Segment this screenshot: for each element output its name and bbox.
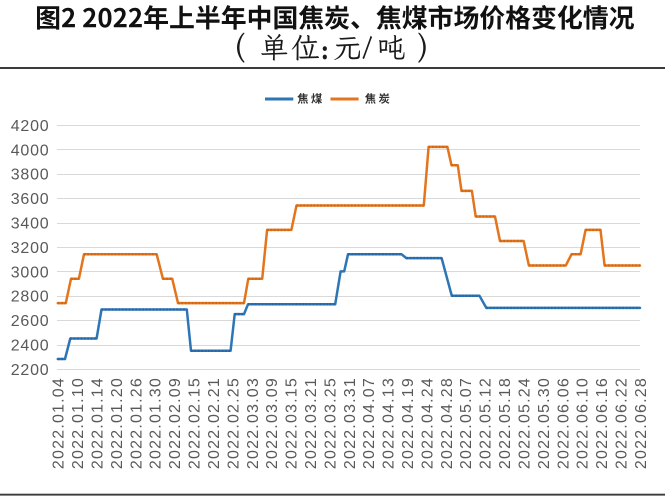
svg-text:4000: 4000	[11, 142, 50, 159]
svg-text:2022.04.28: 2022.04.28	[439, 377, 456, 469]
svg-text:2022.06.10: 2022.06.10	[575, 377, 592, 469]
svg-text:2022.01.30: 2022.01.30	[148, 377, 165, 469]
svg-text:2022.04.19: 2022.04.19	[400, 377, 417, 469]
svg-text:3400: 3400	[11, 216, 50, 233]
svg-text:3000: 3000	[11, 264, 50, 281]
svg-text:2022.03.15: 2022.03.15	[284, 377, 301, 469]
svg-text:2022.02.25: 2022.02.25	[225, 377, 242, 469]
svg-text:3200: 3200	[11, 240, 50, 257]
svg-text:2022.03.21: 2022.03.21	[303, 377, 320, 469]
svg-text:2022.02.21: 2022.02.21	[206, 377, 223, 469]
svg-text:2022.06.06: 2022.06.06	[555, 377, 572, 469]
svg-text:2022.04.24: 2022.04.24	[419, 377, 436, 469]
svg-text:2200: 2200	[11, 362, 50, 379]
svg-text:2022.06.28: 2022.06.28	[633, 377, 650, 469]
svg-text:2022.06.22: 2022.06.22	[613, 377, 630, 469]
svg-text:2022.01.26: 2022.01.26	[128, 377, 145, 469]
svg-text:2022.03.09: 2022.03.09	[264, 377, 281, 469]
svg-text:2022.03.31: 2022.03.31	[342, 377, 359, 469]
svg-text:2022.05.12: 2022.05.12	[478, 377, 495, 469]
svg-text:2022.05.30: 2022.05.30	[536, 377, 553, 469]
svg-text:2022.04.13: 2022.04.13	[381, 377, 398, 469]
svg-text:2022.02.09: 2022.02.09	[167, 377, 184, 469]
svg-text:2022.04.07: 2022.04.07	[361, 377, 378, 469]
svg-text:2022.03.25: 2022.03.25	[322, 377, 339, 469]
svg-text:2800: 2800	[11, 289, 50, 306]
svg-text:2022.01.04: 2022.01.04	[51, 377, 68, 469]
svg-text:2022.05.18: 2022.05.18	[497, 377, 514, 469]
svg-text:2022.06.16: 2022.06.16	[594, 377, 611, 469]
svg-text:2022.01.10: 2022.01.10	[70, 377, 87, 469]
svg-text:2022.01.14: 2022.01.14	[90, 377, 107, 469]
svg-text:2022.03.03: 2022.03.03	[245, 377, 262, 469]
svg-text:4200: 4200	[11, 118, 50, 135]
svg-text:2022.05.24: 2022.05.24	[516, 377, 533, 469]
svg-text:2022.01.20: 2022.01.20	[109, 377, 126, 469]
svg-text:2400: 2400	[11, 338, 50, 355]
svg-text:2600: 2600	[11, 313, 50, 330]
svg-text:3800: 3800	[11, 167, 50, 184]
svg-text:2022.05.07: 2022.05.07	[458, 377, 475, 469]
svg-text:2022.02.15: 2022.02.15	[187, 377, 204, 469]
svg-text:3600: 3600	[11, 191, 50, 208]
